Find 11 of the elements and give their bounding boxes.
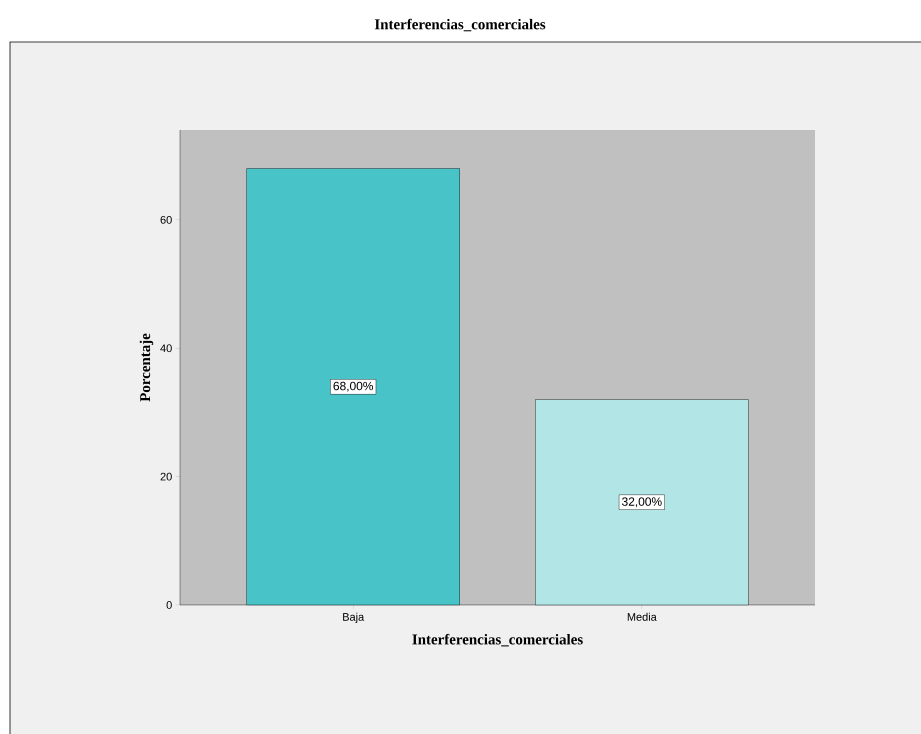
y-axis-title: Porcentaje — [140, 334, 154, 402]
data-label: 68,00% — [334, 382, 374, 392]
x-axis-title: Interferencias_comerciales — [412, 634, 583, 646]
x-tick-label: Baja — [343, 612, 364, 623]
y-tick-label: 40 — [160, 344, 172, 352]
y-tick-label: 60 — [160, 216, 172, 224]
y-tick-label: 20 — [160, 472, 172, 480]
x-tick-label: Media — [628, 612, 657, 621]
chart-title: Interferencias_comerciales — [374, 18, 546, 32]
y-tick-label: 0 — [166, 601, 172, 609]
data-label: 32,00% — [622, 497, 662, 508]
